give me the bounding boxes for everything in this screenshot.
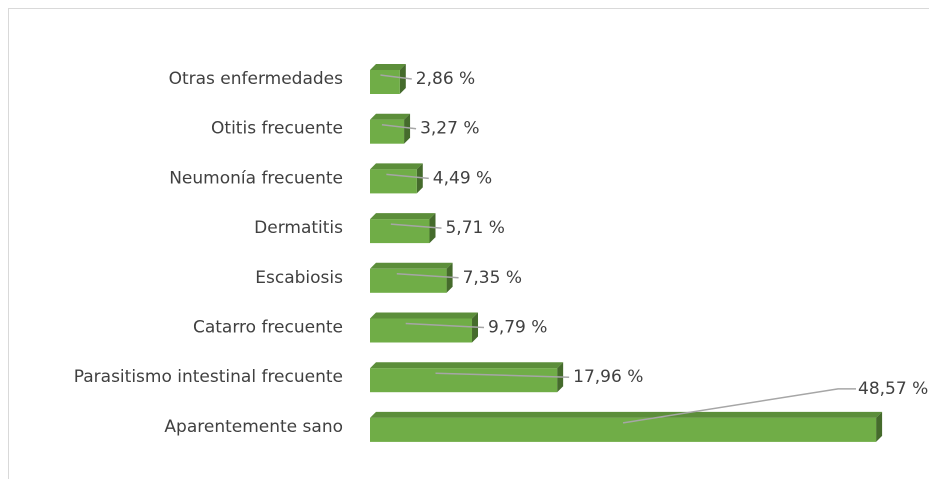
bar [370,163,423,194]
bar-front [370,268,447,293]
bar [370,213,436,244]
bar [370,312,479,343]
bar [370,64,406,94]
bar-side [404,113,411,144]
category-label: Catarro frecuente [193,318,343,338]
bar [370,113,411,144]
bar-top [370,312,479,319]
bar [370,411,883,442]
leader-line [622,388,856,424]
bar [370,262,453,293]
leader-line [396,273,459,279]
bar-top [370,262,453,269]
chart-frame [8,8,929,479]
bar-side [399,64,406,94]
bar-side [876,411,883,442]
value-label: 48,57 % [858,379,928,399]
bar-front [370,368,558,393]
category-label: Neumonía frecuente [169,168,343,188]
bar-front [370,318,473,343]
category-label: Parasitismo intestinal frecuente [74,367,343,387]
category-label: Otitis frecuente [211,119,343,139]
leader-line [390,223,442,229]
bar-front [370,417,877,442]
bar-top [370,64,406,70]
value-label: 2,86 % [416,69,475,89]
bar-front [370,169,417,194]
bar [370,362,564,393]
leader-line [386,173,429,180]
bar-top [370,362,564,369]
leader-line [435,372,570,378]
value-label: 17,96 % [573,367,643,387]
category-label: Aparentemente sano [164,417,343,437]
category-label: Dermatitis [254,218,343,238]
value-label: 3,27 % [420,119,479,139]
leader-line [380,74,412,80]
value-label: 9,79 % [488,318,547,338]
bar-top [370,113,411,120]
value-label: 5,71 % [445,218,504,238]
category-label: Escabiosis [255,268,343,288]
bar-front [370,119,405,144]
bar-side [416,163,423,194]
leader-line [405,322,485,329]
bar-top [370,163,423,170]
bar-front [370,219,430,244]
bar-top [370,411,883,418]
leader-line [381,123,417,130]
category-label: Otras enfermedades [169,69,344,89]
value-label: 4,49 % [433,168,492,188]
value-label: 7,35 % [463,268,522,288]
bar-top [370,213,436,220]
bar-front [370,70,400,94]
